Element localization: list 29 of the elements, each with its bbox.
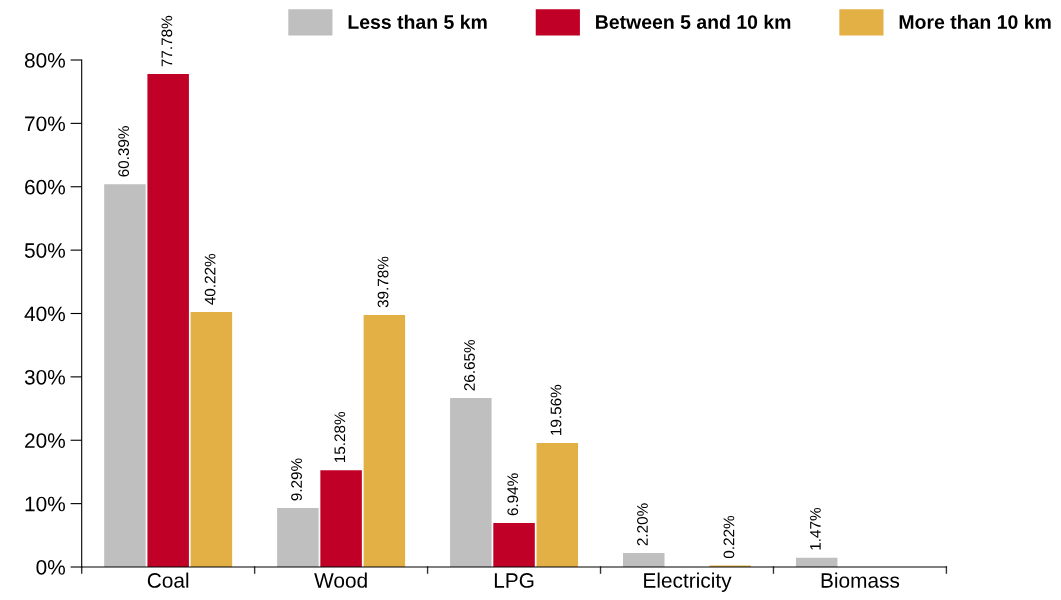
legend-label: Less than 5 km (348, 14, 487, 29)
data-label: 60.39% (118, 126, 130, 177)
y-tick-label: 20% (25, 433, 65, 448)
y-tick-label: 10% (25, 496, 65, 512)
y-tick-label: 50% (24, 243, 65, 258)
x-tick-label: LPG (494, 573, 534, 588)
x-tick-label: Coal (147, 572, 189, 588)
x-tick-label: Wood (314, 572, 367, 588)
data-label: 77.78% (161, 15, 173, 67)
legend-label: More than 10 km (899, 14, 1051, 29)
y-tick-label: 40% (24, 306, 65, 322)
legend-label: Between 5 and 10 km (596, 14, 791, 29)
data-label: 2.20% (637, 503, 648, 546)
data-label: 1.47% (810, 507, 821, 550)
data-label: 0.22% (723, 515, 735, 559)
x-tick-label: Biomass (821, 572, 900, 588)
y-tick-label: 0% (36, 560, 65, 575)
y-tick-label: 60% (25, 179, 65, 195)
y-tick-label: 30% (24, 369, 65, 385)
data-label: 9.29% (291, 458, 302, 501)
x-tick-label: Electricity (644, 572, 732, 592)
y-tick-label: 80% (24, 53, 65, 68)
data-label: 15.28% (334, 411, 346, 463)
data-label: 19.56% (550, 384, 562, 435)
data-label: 40.22% (204, 253, 216, 305)
y-tick-label: 70% (25, 116, 65, 132)
data-label: 6.94% (507, 473, 519, 516)
data-label: 26.65% (464, 339, 475, 391)
data-label: 39.78% (377, 256, 389, 308)
